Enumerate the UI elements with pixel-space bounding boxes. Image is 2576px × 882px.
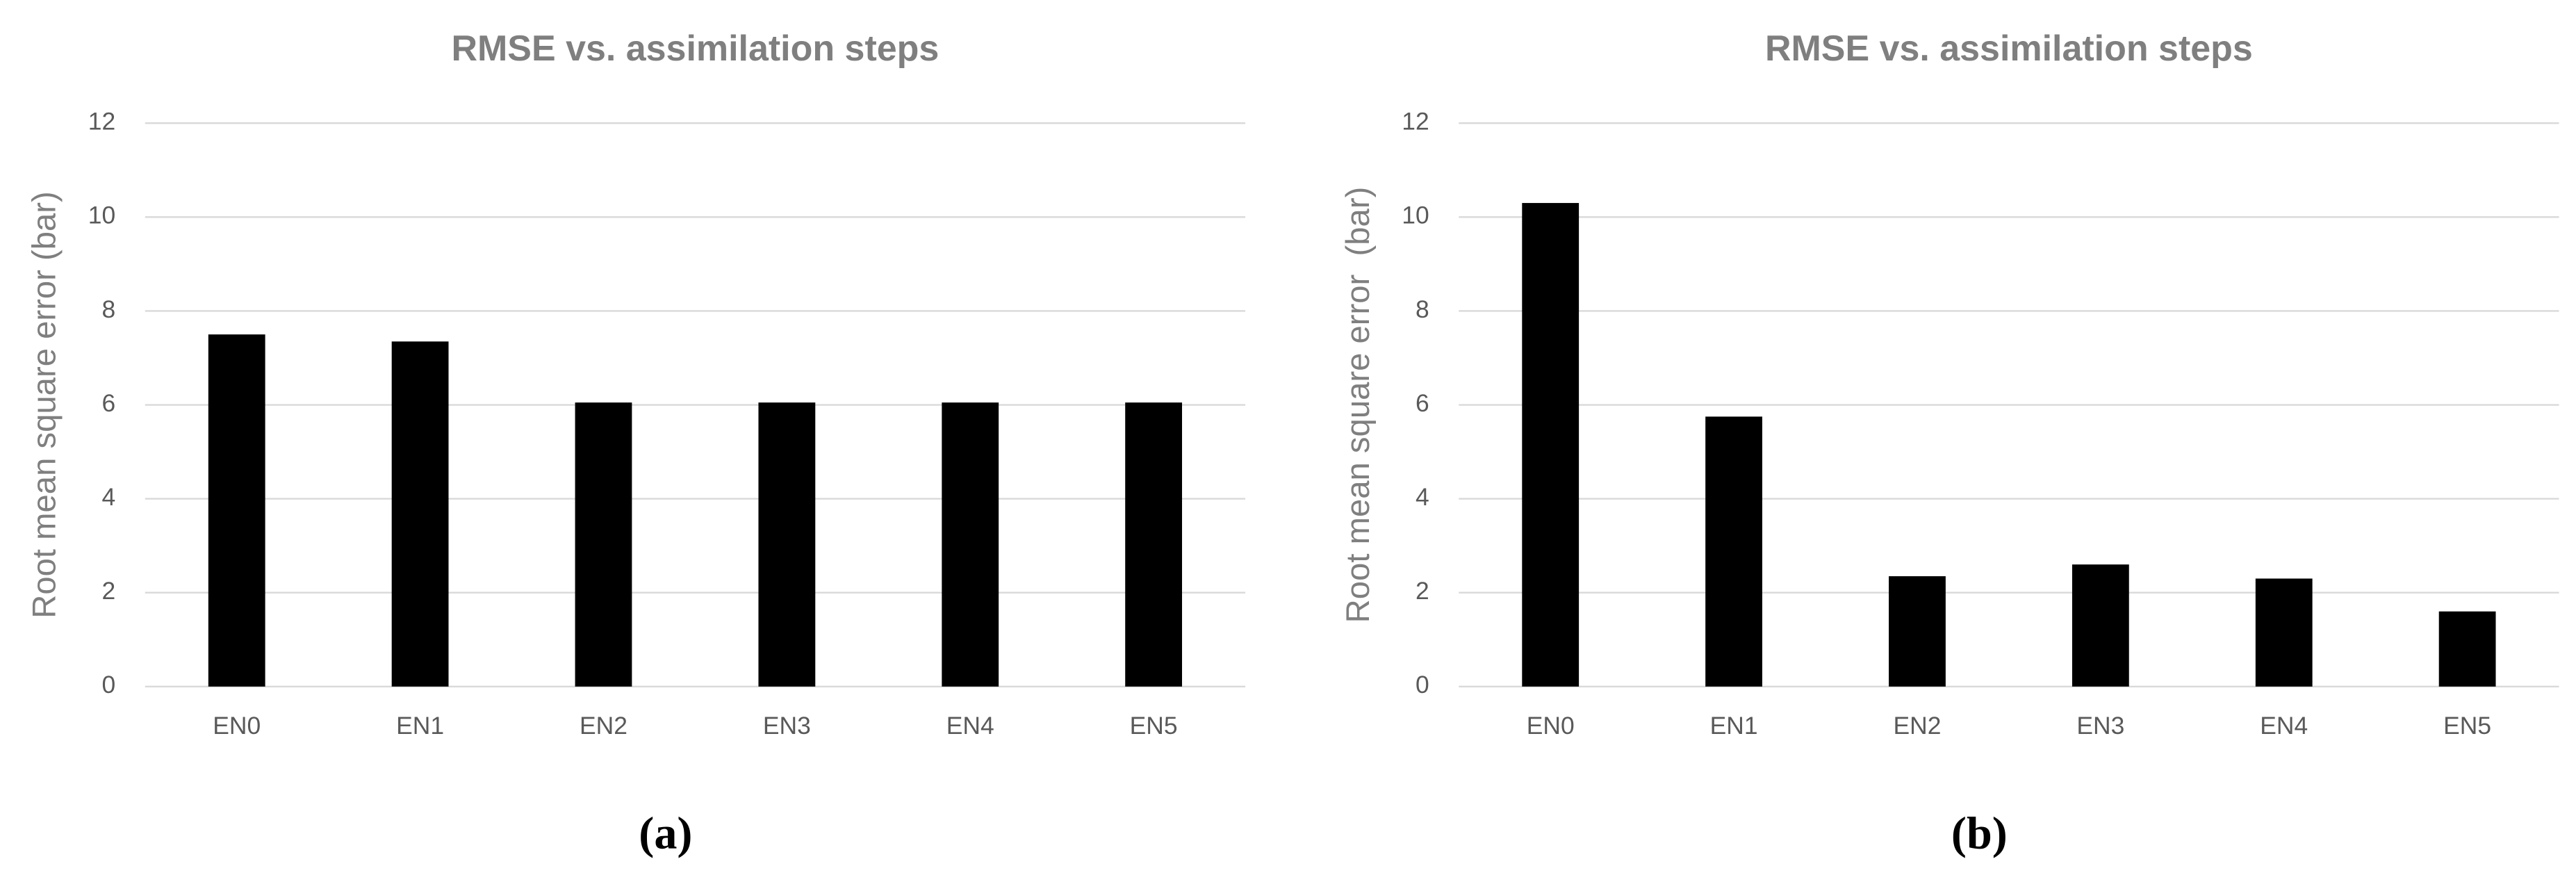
x-tick-label: EN1 <box>396 712 444 740</box>
x-tick-label: EN4 <box>2260 712 2308 740</box>
bar <box>942 402 999 687</box>
x-tick-label: EN0 <box>213 712 261 740</box>
y-tick-label: 8 <box>1416 295 1429 323</box>
y-tick-label: 12 <box>88 108 115 136</box>
y-tick-label: 12 <box>1402 108 1429 136</box>
y-tick-label: 10 <box>88 202 115 229</box>
y-tick-label: 6 <box>102 389 116 417</box>
y-axis-label: Root mean square error (bar) <box>26 191 63 619</box>
bar <box>391 341 449 687</box>
chart-title: RMSE vs. assimilation steps <box>1765 28 2253 69</box>
chart-title: RMSE vs. assimilation steps <box>451 28 939 69</box>
x-tick-label: EN2 <box>580 712 627 740</box>
x-tick-label: EN5 <box>2443 712 2491 740</box>
y-axis-label: Root mean square error (bar) <box>1340 187 1377 623</box>
bar <box>758 402 816 687</box>
y-tick-label: 6 <box>1416 389 1429 417</box>
x-tick-label: EN1 <box>1710 712 1758 740</box>
x-tick-label: EN5 <box>1130 712 1178 740</box>
x-tick-label: EN3 <box>763 712 811 740</box>
x-tick-label: EN3 <box>2076 712 2124 740</box>
bar <box>1522 203 1580 687</box>
x-tick-label: EN2 <box>1894 712 1942 740</box>
caption: (a) <box>639 808 692 858</box>
x-tick-label: EN0 <box>1527 712 1575 740</box>
y-tick-label: 4 <box>1416 483 1429 511</box>
y-tick-label: 8 <box>102 295 116 323</box>
y-tick-label: 10 <box>1402 202 1429 229</box>
y-tick-label: 0 <box>102 671 116 699</box>
bar <box>208 334 265 687</box>
y-tick-label: 4 <box>102 483 116 511</box>
x-tick-label: EN4 <box>946 712 994 740</box>
y-tick-label: 2 <box>102 577 116 605</box>
bar <box>575 402 632 687</box>
bar <box>2255 578 2313 687</box>
bar <box>1705 416 1762 687</box>
bar <box>1125 402 1183 687</box>
y-tick-label: 2 <box>1416 577 1429 605</box>
y-tick-label: 0 <box>1416 671 1429 699</box>
caption: (b) <box>1951 808 2008 858</box>
bar <box>2438 611 2496 687</box>
bar <box>1889 576 1946 687</box>
bar <box>2072 564 2129 687</box>
